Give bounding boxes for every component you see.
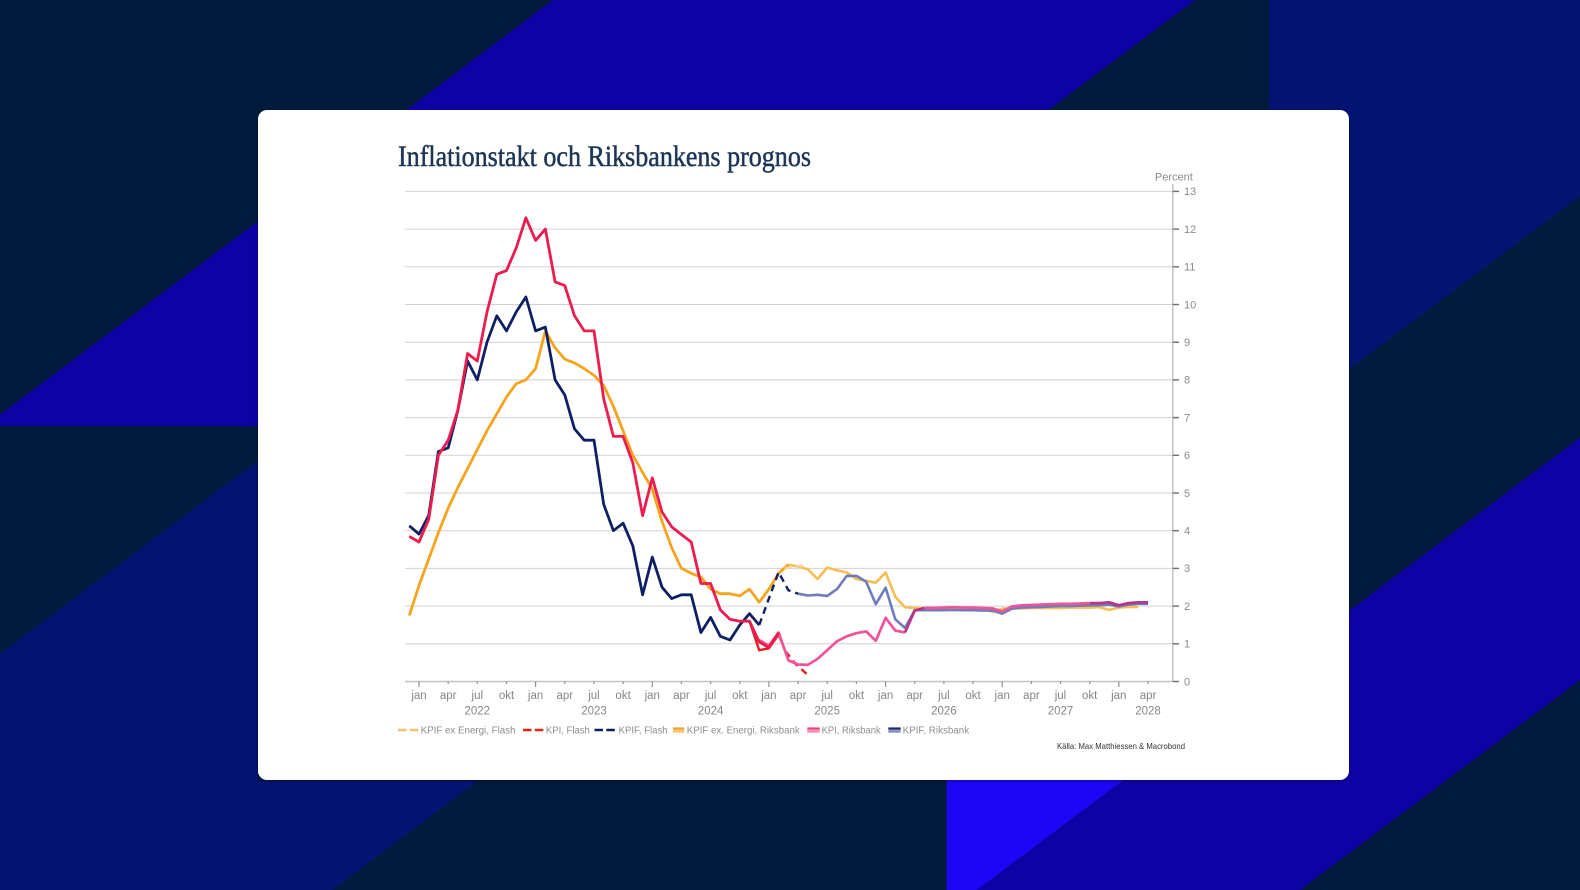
svg-text:KPIF ex Energi, Flash: KPIF ex Energi, Flash bbox=[421, 726, 516, 737]
svg-text:13: 13 bbox=[1184, 186, 1196, 198]
svg-text:jul: jul bbox=[937, 690, 950, 702]
svg-text:5: 5 bbox=[1184, 488, 1190, 500]
svg-text:KPIF, Riksbank: KPIF, Riksbank bbox=[903, 726, 971, 737]
svg-text:4: 4 bbox=[1184, 526, 1190, 538]
svg-text:Percent: Percent bbox=[1155, 172, 1193, 184]
svg-text:1: 1 bbox=[1184, 639, 1190, 651]
svg-text:8: 8 bbox=[1184, 375, 1190, 387]
svg-text:okt: okt bbox=[615, 690, 631, 702]
svg-text:okt: okt bbox=[849, 690, 865, 702]
svg-text:2023: 2023 bbox=[581, 706, 607, 718]
svg-text:okt: okt bbox=[499, 690, 515, 702]
svg-text:7: 7 bbox=[1184, 412, 1190, 424]
svg-text:11: 11 bbox=[1184, 262, 1195, 274]
svg-text:jan: jan bbox=[760, 690, 776, 702]
svg-text:2024: 2024 bbox=[698, 706, 724, 718]
svg-text:jan: jan bbox=[527, 690, 543, 702]
svg-text:apr: apr bbox=[673, 690, 690, 702]
svg-text:apr: apr bbox=[1140, 690, 1157, 702]
svg-text:jul: jul bbox=[820, 690, 833, 702]
svg-text:jan: jan bbox=[644, 690, 660, 702]
svg-text:apr: apr bbox=[1023, 690, 1040, 702]
svg-text:9: 9 bbox=[1184, 337, 1190, 349]
svg-text:apr: apr bbox=[906, 690, 923, 702]
svg-text:jan: jan bbox=[877, 690, 893, 702]
svg-text:okt: okt bbox=[732, 690, 748, 702]
svg-text:2026: 2026 bbox=[931, 706, 957, 718]
svg-text:okt: okt bbox=[965, 690, 981, 702]
svg-text:2022: 2022 bbox=[465, 706, 491, 718]
svg-text:KPIF ex. Energi, Riksbank: KPIF ex. Energi, Riksbank bbox=[687, 726, 801, 737]
svg-text:jan: jan bbox=[410, 690, 426, 702]
svg-text:apr: apr bbox=[790, 690, 807, 702]
svg-text:okt: okt bbox=[1082, 690, 1098, 702]
svg-text:2025: 2025 bbox=[814, 706, 840, 718]
svg-text:apr: apr bbox=[556, 690, 573, 702]
svg-text:KPI, Flash: KPI, Flash bbox=[546, 726, 590, 737]
svg-text:jul: jul bbox=[587, 690, 600, 702]
svg-text:jul: jul bbox=[471, 690, 484, 702]
svg-text:3: 3 bbox=[1184, 563, 1190, 575]
svg-text:jan: jan bbox=[994, 690, 1010, 702]
svg-text:2027: 2027 bbox=[1048, 706, 1074, 718]
svg-text:2: 2 bbox=[1184, 601, 1190, 613]
svg-text:0: 0 bbox=[1184, 676, 1190, 688]
svg-text:KPI, Riksbank: KPI, Riksbank bbox=[822, 726, 882, 737]
svg-text:jul: jul bbox=[704, 690, 717, 702]
svg-text:6: 6 bbox=[1184, 450, 1190, 462]
svg-text:jan: jan bbox=[1110, 690, 1126, 702]
svg-text:12: 12 bbox=[1184, 224, 1196, 236]
svg-text:apr: apr bbox=[440, 690, 457, 702]
svg-text:Inflationstakt och Riksbankens: Inflationstakt och Riksbankens prognos bbox=[398, 140, 811, 173]
svg-text:KPIF, Flash: KPIF, Flash bbox=[619, 726, 668, 737]
svg-text:Källa: Max Matthiessen & Macro: Källa: Max Matthiessen & Macrobond bbox=[1057, 741, 1185, 751]
svg-text:jul: jul bbox=[1054, 690, 1067, 702]
svg-text:2028: 2028 bbox=[1135, 706, 1161, 718]
svg-text:10: 10 bbox=[1184, 299, 1196, 311]
